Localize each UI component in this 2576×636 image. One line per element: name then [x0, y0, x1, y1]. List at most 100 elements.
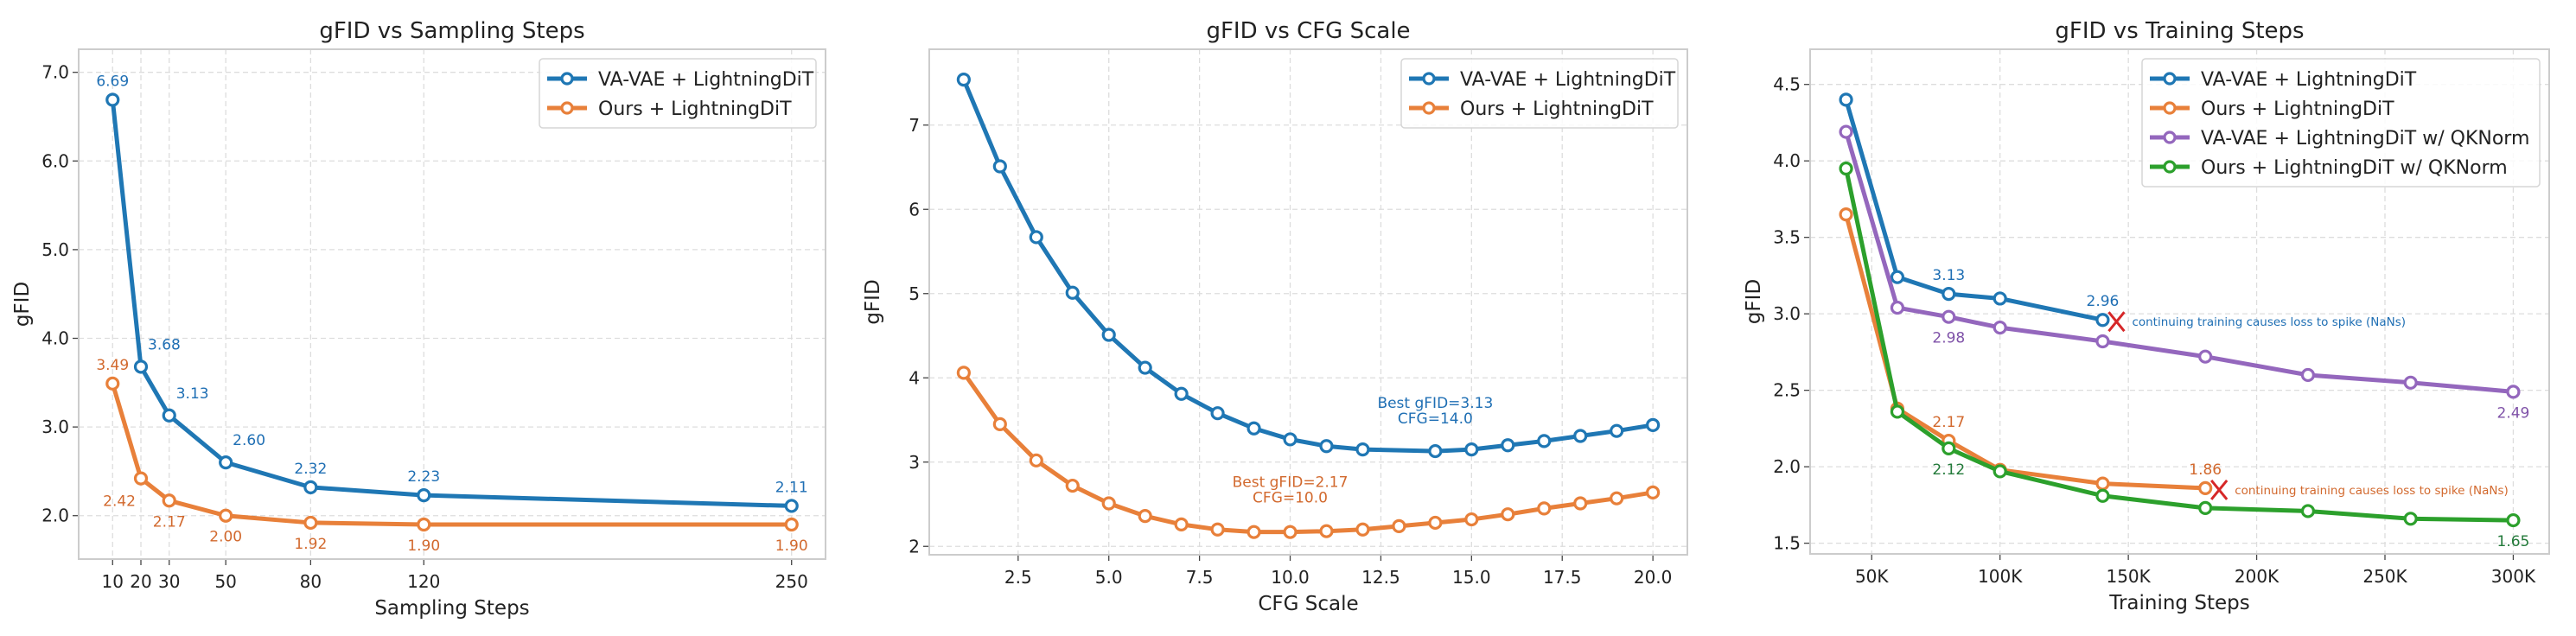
legend-label: VA-VAE + LightningDiT [598, 69, 814, 91]
x-tick-label: 50 [214, 571, 236, 592]
data-point [1355, 442, 1370, 457]
data-point [2506, 385, 2521, 399]
data-point [303, 480, 318, 494]
x-tick-label: 250K [2362, 566, 2407, 587]
data-point [162, 408, 176, 423]
data-label: 2.23 [407, 468, 440, 486]
data-label: 1.92 [294, 536, 327, 553]
data-point [1501, 507, 1515, 522]
data-point [1839, 207, 1853, 222]
series-ours-lightningdit [956, 366, 1661, 539]
legend-label: VA-VAE + LightningDiT w/ QKNorm [2201, 128, 2529, 149]
best-annotation: CFG=14.0 [1398, 410, 1473, 428]
chart-sampling-steps: gFID vs Sampling Steps Sampling Steps gF… [11, 18, 826, 620]
series-line [1844, 212, 2208, 491]
data-point [2095, 334, 2110, 349]
data-point [1392, 518, 1406, 533]
data-point [1101, 328, 1116, 342]
data-point [417, 488, 431, 503]
plot-frame [928, 48, 1688, 556]
y-tick-label: 1.5 [1773, 533, 1801, 554]
legend-item: Ours + LightningDiT w/ QKNorm [2150, 157, 2508, 179]
y-tick-label: 4.0 [1773, 150, 1801, 171]
x-stroke [2210, 479, 2228, 500]
data-point [303, 515, 318, 531]
chart-title: gFID vs CFG Scale [1206, 18, 1410, 44]
data-point [133, 359, 149, 374]
data-label: 1.90 [407, 537, 440, 555]
legend-label: Ours + LightningDiT [2201, 99, 2394, 120]
data-point [956, 366, 971, 380]
plot-frame [78, 48, 826, 560]
data-label: 2.32 [294, 461, 327, 478]
diverged-x-icon [2210, 479, 2228, 500]
data-point [1646, 417, 1661, 432]
data-label: 2.42 [103, 493, 136, 511]
data-label: 2.11 [775, 479, 808, 496]
data-point [1464, 442, 1479, 457]
y-tick-label: 3 [909, 452, 920, 473]
x-tick-label: 2.5 [1004, 567, 1032, 588]
legend-label: VA-VAE + LightningDiT [1460, 69, 1676, 91]
data-point [105, 376, 120, 391]
data-point [1573, 429, 1588, 443]
axes: 10 20 30 50 80 120 250 2.0 3.0 4.0 5.0 6.0 7.0 [41, 48, 826, 592]
y-tick-label: 5.0 [41, 239, 69, 260]
y-tick-label: 4.5 [1773, 74, 1801, 95]
chart-cfg-scale: gFID vs CFG Scale CFG Scale gFID 2.5 5.0 7… [862, 18, 1688, 615]
data-label: 2.96 [2087, 293, 2120, 310]
data-point [2095, 313, 2110, 328]
legend-label: Ours + LightningDiT [1460, 99, 1654, 120]
data-point [1464, 512, 1479, 527]
series-ours-lightningdit: 3.49 2.42 2.17 2.00 1.92 1.90 1.90 [96, 357, 807, 555]
data-point [1319, 524, 1334, 538]
data-point [105, 92, 120, 107]
data-point [1890, 270, 1905, 284]
legend-label: Ours + LightningDiT w/ QKNorm [2201, 157, 2508, 179]
x-tick-label: 10.0 [1271, 567, 1310, 588]
data-point [1839, 161, 1853, 176]
x-tick-label: 30 [158, 571, 180, 592]
data-point [1573, 496, 1588, 511]
data-point [1065, 478, 1080, 493]
x-tick-label: 20.0 [1634, 567, 1673, 588]
legend-marker-icon [2163, 160, 2177, 174]
data-point [1610, 423, 1624, 438]
y-tick-label: 2.5 [1773, 380, 1801, 401]
data-point [1890, 300, 1905, 315]
y-tick-label: 3.0 [1773, 303, 1801, 324]
x-tick-label: 12.5 [1361, 567, 1400, 588]
y-tick-label: 2.0 [1773, 456, 1801, 477]
series-va-vae-lightningdit: 3.13 2.96 continuing training causes loss … [1839, 92, 2406, 333]
data-point [1942, 441, 1956, 455]
x-tick-label: 150K [2106, 566, 2151, 587]
data-point [1283, 432, 1298, 447]
x-stroke [2107, 311, 2126, 333]
y-axis-label: gFID [1743, 279, 1765, 324]
data-point [133, 471, 149, 486]
divergence-note: continuing training causes loss to spike… [2132, 315, 2406, 329]
legend-box [1400, 58, 1679, 129]
y-tick-label: 7 [909, 115, 920, 136]
data-point [1942, 309, 1956, 324]
data-label: 2.49 [2497, 404, 2530, 422]
data-point [1428, 515, 1443, 531]
legend-marker-icon [2163, 72, 2177, 86]
legend-marker-icon [1422, 72, 1436, 86]
best-annotation: Best gFID=2.17 [1233, 474, 1349, 492]
plot-frame [1809, 48, 2550, 555]
data-point [1610, 491, 1624, 506]
data-point [2403, 375, 2418, 390]
data-point [2198, 500, 2213, 516]
data-point [1428, 443, 1443, 459]
x-tick-label: 100K [1978, 566, 2023, 587]
legend-marker-icon [2163, 130, 2177, 144]
series-line [1844, 97, 2105, 322]
data-label: 1.90 [775, 537, 808, 555]
data-point [219, 455, 233, 470]
y-tick-label: 5 [909, 283, 920, 304]
data-point [1993, 464, 2007, 479]
data-label: 1.86 [2189, 461, 2222, 479]
series-va-vae-lightningdit-w-qknorm: 2.98 2.49 [1839, 124, 2530, 422]
data-point [1283, 525, 1298, 539]
